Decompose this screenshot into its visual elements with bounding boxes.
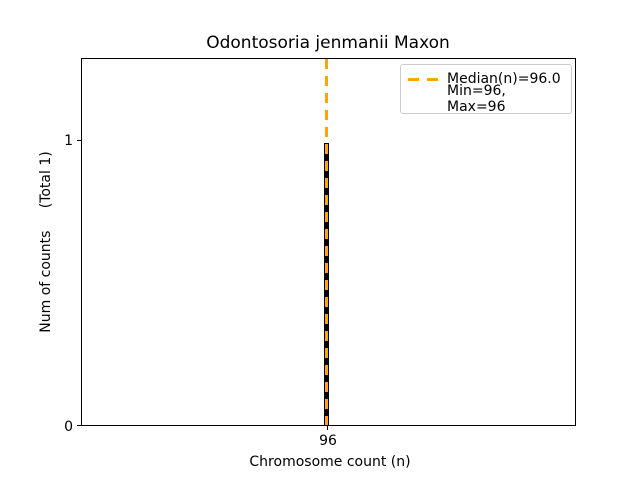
dashed-line-icon xyxy=(408,77,438,81)
legend: Median(n)=96.0 Min=96, Max=96 xyxy=(400,64,572,115)
y-axis-label: Num of counts (Total 1) xyxy=(38,151,54,333)
median-line xyxy=(325,59,328,425)
legend-median-label: Median(n)=96.0 xyxy=(447,71,561,87)
plot-area: Median(n)=96.0 Min=96, Max=96 xyxy=(81,58,576,426)
x-axis-label: Chromosome count (n) xyxy=(249,454,411,470)
legend-row-minmax: Min=96, Max=96 xyxy=(408,83,564,115)
xtick-label-96: 96 xyxy=(319,433,337,449)
ytick-label-0: 0 xyxy=(64,419,73,435)
ytick-mark-0 xyxy=(77,425,81,426)
ytick-label-1: 1 xyxy=(64,133,73,149)
ytick-mark-1 xyxy=(77,140,81,141)
legend-row-median: Median(n)=96.0 xyxy=(408,69,564,89)
legend-minmax-label: Min=96, Max=96 xyxy=(447,83,506,115)
chart-title: Odontosoria jenmanii Maxon xyxy=(206,33,450,53)
xtick-mark-96 xyxy=(327,426,328,430)
